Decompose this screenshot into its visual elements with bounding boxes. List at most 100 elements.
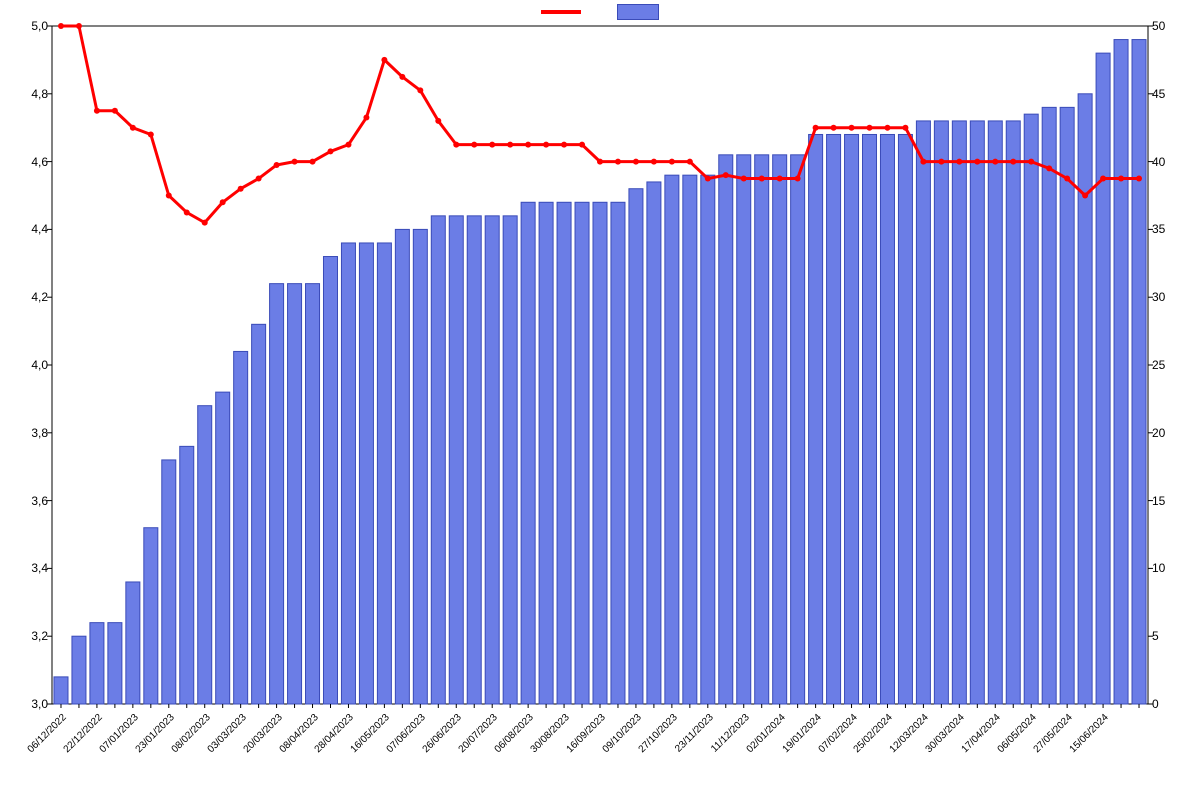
legend [0, 4, 1200, 20]
y-left-tick-label: 5,0 [31, 19, 48, 33]
line-marker [489, 142, 495, 148]
y-right-tick-label: 25 [1152, 358, 1165, 372]
line-marker [561, 142, 567, 148]
y-right-tick-label: 45 [1152, 87, 1165, 101]
line-marker [920, 159, 926, 165]
bar [952, 121, 966, 704]
y-right-tick-label: 20 [1152, 426, 1165, 440]
bar [144, 528, 158, 704]
line-marker [543, 142, 549, 148]
y-left-tick-label: 3,4 [31, 561, 48, 575]
line-marker [1118, 176, 1124, 182]
bar [647, 182, 661, 704]
bar [701, 175, 715, 704]
bar [216, 392, 230, 704]
bar [341, 243, 355, 704]
line-marker [471, 142, 477, 148]
bar [54, 677, 68, 704]
legend-item-line [541, 4, 581, 20]
line-marker [435, 118, 441, 124]
line-marker [76, 23, 82, 29]
bar [880, 134, 894, 704]
bar [467, 216, 481, 704]
line-marker [849, 125, 855, 131]
bar [898, 134, 912, 704]
bar [916, 121, 930, 704]
line-marker [1028, 159, 1034, 165]
legend-swatch-line [541, 10, 581, 14]
y-left-tick-label: 4,4 [31, 222, 48, 236]
y-right-tick-label: 35 [1152, 222, 1165, 236]
bar [719, 155, 733, 704]
line-marker [202, 220, 208, 226]
line-marker [310, 159, 316, 165]
bar [845, 134, 859, 704]
line-marker [777, 176, 783, 182]
y-left-tick-label: 4,0 [31, 358, 48, 372]
bar [72, 636, 86, 704]
line-marker [974, 159, 980, 165]
line-marker [759, 176, 765, 182]
bar [629, 189, 643, 704]
y-right-tick-label: 0 [1152, 697, 1159, 711]
y-right-tick-label: 30 [1152, 290, 1165, 304]
bar [521, 202, 535, 704]
legend-swatch-bar [617, 4, 659, 20]
bar [234, 351, 248, 704]
line-marker [363, 115, 369, 121]
line-marker [651, 159, 657, 165]
y-right-tick-label: 15 [1152, 494, 1165, 508]
bar [180, 446, 194, 704]
line-marker [1010, 159, 1016, 165]
chart-container: 3,03,23,43,63,84,04,24,44,64,85,0 051015… [0, 0, 1200, 800]
line-marker [992, 159, 998, 165]
bar [575, 202, 589, 704]
bar [306, 284, 320, 704]
bar [1114, 40, 1128, 704]
bar [1096, 53, 1110, 704]
line-marker [795, 176, 801, 182]
bar [611, 202, 625, 704]
line-marker [148, 131, 154, 137]
line-marker [274, 162, 280, 168]
bar [413, 229, 427, 704]
line-marker [705, 176, 711, 182]
bar [108, 623, 122, 704]
line-marker [112, 108, 118, 114]
line-marker [184, 209, 190, 215]
line-marker [669, 159, 675, 165]
bar [683, 175, 697, 704]
y-right-tick-label: 10 [1152, 561, 1165, 575]
line-marker [399, 74, 405, 80]
line-marker [130, 125, 136, 131]
line-marker [345, 142, 351, 148]
y-right-tick-label: 40 [1152, 155, 1165, 169]
line-marker [166, 193, 172, 199]
line-marker [58, 23, 64, 29]
line-marker [453, 142, 459, 148]
line-marker [633, 159, 639, 165]
line-marker [884, 125, 890, 131]
bar [737, 155, 751, 704]
bar [377, 243, 391, 704]
line-marker [1046, 165, 1052, 171]
y-right-tick-label: 50 [1152, 19, 1165, 33]
bar [539, 202, 553, 704]
line-marker [867, 125, 873, 131]
line-marker [525, 142, 531, 148]
bar [198, 406, 212, 704]
y-left-tick-label: 3,6 [31, 494, 48, 508]
line-marker [902, 125, 908, 131]
bar [827, 134, 841, 704]
bar [557, 202, 571, 704]
bar [162, 460, 176, 704]
y-left-tick-label: 4,2 [31, 290, 48, 304]
bar [323, 257, 337, 704]
line-marker [831, 125, 837, 131]
line-marker [579, 142, 585, 148]
bar [270, 284, 284, 704]
bar [485, 216, 499, 704]
bar [755, 155, 769, 704]
line-marker [381, 57, 387, 63]
bar [288, 284, 302, 704]
